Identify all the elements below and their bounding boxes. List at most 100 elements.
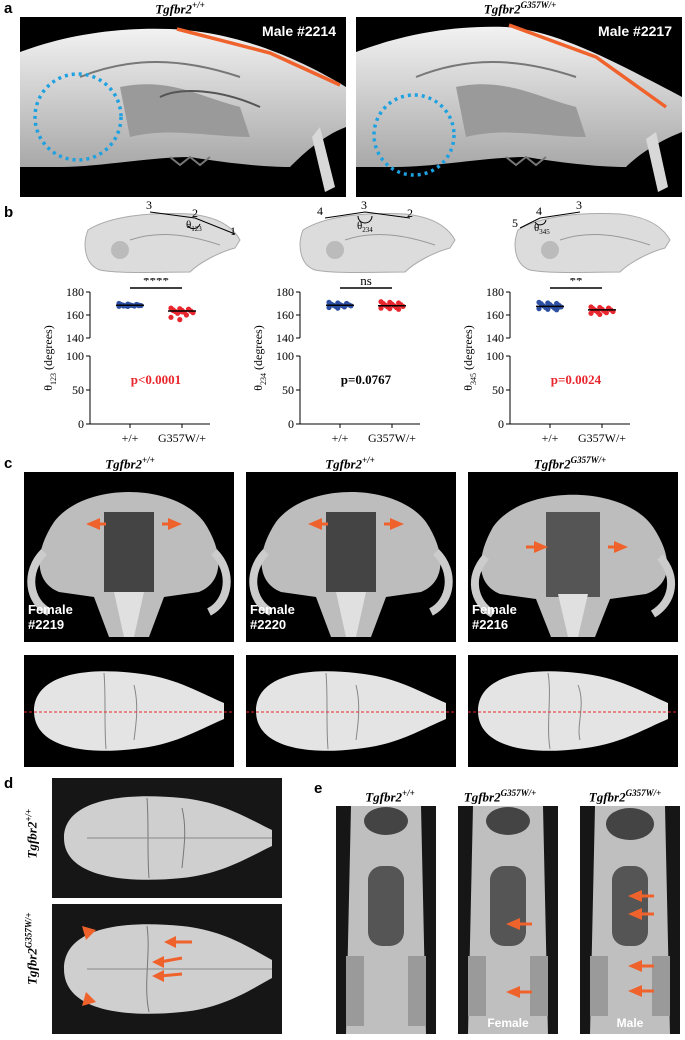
genotype-text: Tgfbr2 — [463, 789, 501, 805]
panel-e-label: e — [314, 780, 323, 797]
y-axis-label-symbol: θ — [461, 385, 475, 391]
significance-label: **** — [143, 278, 169, 288]
genotype-text: Tgfbr2 — [533, 456, 571, 472]
specimen-sex: Female — [28, 602, 73, 617]
genotype-superscript: G357W/+ — [23, 912, 34, 949]
scatter-chart-theta234: 180 160 140 100 50 0 θ234 (degrees) +/+ G357W/+ n… — [251, 278, 420, 445]
point-label: 5 — [512, 216, 518, 230]
skull-lateral-render — [20, 27, 346, 192]
panel-c-label: c — [4, 455, 13, 472]
y-axis-label-symbol: θ — [41, 385, 55, 391]
y-tick-label: 140 — [486, 331, 504, 345]
specimen-id: #2219 — [28, 617, 65, 632]
panel-c-top-view-2 — [246, 655, 456, 767]
panel-e-image-3: Male — [580, 806, 680, 1034]
y-tick-label: 0 — [78, 417, 84, 431]
panel-a-right-genotype: Tgfbr2G357W/+ — [450, 0, 590, 17]
x-tick-label: G357W/+ — [368, 431, 416, 445]
angle-symbol: θ — [357, 220, 363, 232]
x-tick-label: G357W/+ — [578, 431, 626, 445]
point-label: 1 — [230, 224, 236, 238]
panel-e-image-2: Female — [458, 806, 558, 1034]
y-axis-label: θ345 (degrees) — [461, 325, 478, 390]
genotype-text: Tgfbr2 — [588, 789, 626, 805]
data-point — [556, 304, 562, 310]
scatter-chart-theta123: 180 160 140 100 50 0 θ123 (degrees) +/+ G357W/+ *… — [41, 278, 210, 445]
skull-top-render — [64, 796, 272, 880]
point-label: 2 — [192, 206, 198, 220]
specimen-label: Female #2219 — [28, 602, 73, 632]
data-point — [177, 317, 183, 323]
data-point — [183, 312, 189, 318]
genotype-text: Tgfbr2 — [24, 948, 40, 985]
panel-c-top-view-1 — [24, 655, 234, 767]
data-point — [597, 311, 603, 318]
panel-e-col3-genotype: Tgfbr2G357W/+ — [570, 788, 680, 805]
y-tick-label: 160 — [66, 308, 84, 322]
skull-outline-diagram — [514, 211, 671, 273]
skull-outline-diagram — [299, 211, 456, 273]
skull-front-render — [470, 494, 676, 637]
skull-lateral-render — [356, 23, 682, 192]
genotype-superscript: +/+ — [402, 788, 415, 798]
sex-label: Female — [487, 1016, 529, 1030]
data-point — [335, 305, 341, 311]
y-tick-label: 140 — [66, 331, 84, 345]
genotype-superscript: G357W/+ — [500, 788, 537, 798]
specimen-label: Female #2216 — [472, 602, 517, 632]
x-tick-label: +/+ — [122, 431, 139, 445]
panel-e-col2-genotype: Tgfbr2G357W/+ — [450, 788, 550, 805]
y-tick-label: 0 — [498, 417, 504, 431]
skull-top-render — [64, 924, 272, 1014]
y-tick-label: 180 — [66, 285, 84, 299]
panel-c-col2-genotype: Tgfbr2+/+ — [300, 455, 400, 472]
genotype-superscript: +/+ — [23, 808, 34, 822]
point-label: 3 — [146, 198, 152, 212]
angle-label: θ234 — [357, 220, 373, 234]
data-point — [378, 305, 384, 311]
panel-a-label: a — [4, 0, 13, 17]
y-axis-label-subscript: 234 — [259, 373, 268, 385]
panel-c-front-view-1: Female #2219 — [24, 472, 234, 642]
angle-symbol: θ — [186, 219, 192, 231]
data-point — [175, 310, 181, 316]
genotype-text: Tgfbr2 — [365, 789, 403, 805]
palate-render — [346, 806, 426, 1034]
panel-e-col1-genotype: Tgfbr2+/+ — [340, 788, 440, 805]
y-tick-label: 100 — [66, 349, 84, 363]
skull-top-render — [468, 671, 678, 751]
panel-c-col1-genotype: Tgfbr2+/+ — [80, 455, 180, 472]
significance-label: ** — [570, 278, 583, 288]
panel-c-front-view-2: Female #2220 — [246, 472, 456, 642]
point-label: 4 — [536, 204, 542, 218]
y-axis-label: θ123 (degrees) — [41, 325, 58, 390]
sex-label: Male — [616, 1016, 644, 1030]
skull-front-render — [27, 492, 231, 637]
genotype-text: Tgfbr2 — [24, 821, 40, 859]
data-point — [536, 306, 542, 312]
p-value-label: p=0.0024 — [551, 372, 602, 387]
panel-b-label: b — [4, 204, 14, 221]
skull-outline-diagram — [84, 211, 241, 273]
angle-diagram-345: 5 4 3 θ345 — [510, 198, 675, 280]
y-axis-label-unit: (degrees) — [461, 325, 475, 373]
point-label: 3 — [361, 198, 367, 212]
angle-subscript: 234 — [362, 226, 373, 235]
palate-render — [468, 806, 548, 1034]
specimen-id: #2216 — [472, 617, 509, 632]
data-point — [538, 301, 544, 307]
skull-top-render — [246, 671, 456, 751]
y-axis-label: θ234 (degrees) — [251, 325, 268, 390]
y-tick-label: 140 — [276, 331, 294, 345]
genotype-superscript: G357W/+ — [520, 0, 557, 10]
skull-top-render — [24, 671, 234, 751]
panel-d-row2-genotype: Tgfbr2G357W/+ — [23, 891, 40, 1007]
genotype-text: Tgfbr2 — [325, 456, 363, 472]
panel-d-row1-genotype: Tgfbr2+/+ — [23, 784, 40, 884]
y-tick-label: 100 — [276, 349, 294, 363]
genotype-superscript: +/+ — [142, 455, 155, 465]
panel-d-top-image — [52, 778, 282, 898]
y-axis-label-subscript: 345 — [469, 373, 478, 385]
angle-diagram-234: 4 3 2 θ234 — [295, 198, 460, 280]
specimen-sex: Female — [250, 602, 295, 617]
